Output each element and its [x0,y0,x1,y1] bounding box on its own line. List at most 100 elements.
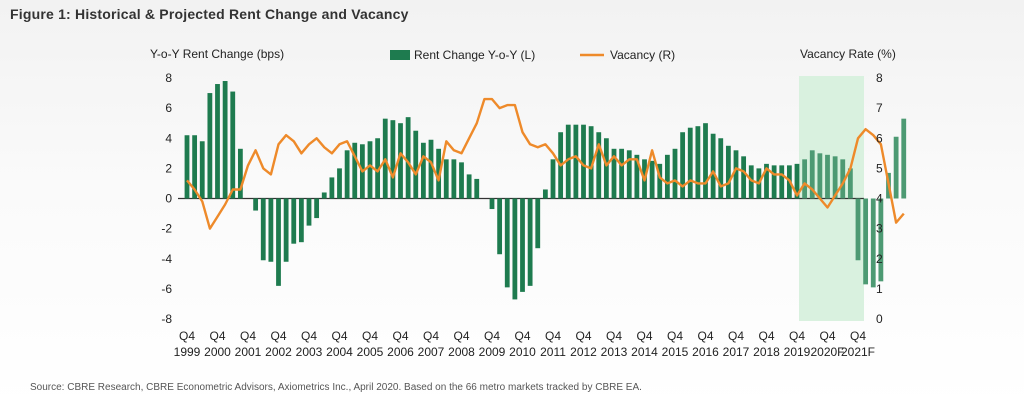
x-tick-year: 2006 [387,345,414,359]
rent-change-bar [596,132,602,199]
rent-change-bar [436,148,442,199]
rent-change-bar [863,198,869,285]
rent-change-bar [703,123,708,199]
rent-change-bar [314,198,320,219]
x-tick-year: 2007 [418,345,445,359]
rent-change-bar [565,124,571,199]
rent-change-bar [634,154,640,199]
right-tick-label: 8 [876,71,883,85]
rent-change-bar [298,198,304,243]
rent-change-bar [405,117,411,199]
x-tick-quarter: Q4 [667,329,683,343]
rent-change-bar [283,198,289,262]
rent-change-bar [626,150,632,199]
rent-change-bar [451,159,457,199]
rent-change-bar [512,198,518,300]
rent-change-bar [489,198,495,210]
rent-change-bar [413,130,419,199]
rent-change-bar [649,160,655,199]
rent-change-bar [230,91,236,199]
rent-change-bar [825,154,830,199]
right-tick-label: 2 [876,252,883,266]
x-tick-year: 2015 [662,345,689,359]
rent-change-bar [344,150,350,199]
rent-change-bar [337,168,342,199]
rent-change-bar [779,165,785,199]
x-tick-year: 2008 [448,345,475,359]
rent-change-bar [687,127,693,199]
source-note: Source: CBRE Research, CBRE Econometric … [30,382,642,393]
rent-change-bar [611,148,617,199]
rent-change-bar [291,198,297,244]
axes-group: 8 6 4 2 0 -2 -4 -6 -8 8 7 6 5 4 3 2 1 0 Q4 1999 Q4 2000 Q4 2001… [161,71,883,359]
x-tick-quarter: Q4 [301,329,317,343]
rent-change-bar [329,177,335,199]
x-tick-year: 2012 [570,345,597,359]
x-tick-year: 2019 [784,345,811,359]
rent-change-bar [764,163,769,199]
rent-change-bar [672,148,678,199]
rent-change-bar [260,198,266,261]
rent-change-bar [741,156,747,199]
rent-change-bar [443,159,449,199]
rent-change-bar [725,145,731,199]
rent-change-bar [276,198,281,286]
left-tick-label: -8 [161,312,172,326]
x-tick-year: 2003 [296,345,323,359]
right-tick-label: 0 [876,312,883,326]
rent-change-bar [657,163,663,199]
left-tick-label: -6 [161,282,172,296]
rent-change-bar [573,124,579,199]
rent-change-bar [420,142,426,199]
x-tick-year: 2000 [204,345,231,359]
rent-change-bar [748,165,754,199]
rent-change-bar [832,156,838,199]
rent-change-bar [878,198,884,282]
rent-change-bar [253,198,259,211]
rent-change-bar [893,136,899,199]
x-tick-year: 2001 [235,345,262,359]
rent-change-bar [603,138,609,199]
left-tick-label: 2 [165,161,172,175]
x-tick-year: 1999 [174,345,201,359]
x-tick-year: 2004 [326,345,353,359]
x-tick-quarter: Q4 [850,329,866,343]
right-tick-label: 4 [876,192,883,206]
x-tick-year: 2014 [631,345,658,359]
legend-bar-swatch [390,50,410,60]
rent-change-bar [466,174,472,199]
rent-change-bar [428,139,434,199]
right-tick-label: 1 [876,282,883,296]
vacancy-line [186,97,905,230]
rent-change-bar [695,126,701,199]
left-tick-label: -4 [161,252,172,266]
x-tick-quarter: Q4 [758,329,774,343]
left-tick-label: 0 [165,192,172,206]
x-tick-quarter: Q4 [270,329,286,343]
rent-change-bar [802,159,808,199]
rent-change-bar [199,141,205,199]
rent-change-bar [588,126,594,199]
left-tick-label: 6 [165,101,172,115]
x-tick-quarter: Q4 [362,329,378,343]
rent-change-bar [680,132,686,199]
rent-change-bar [237,148,243,199]
x-tick-quarter: Q4 [606,329,622,343]
rent-change-bar [268,198,274,262]
x-tick-year: 2013 [601,345,628,359]
x-tick-quarter: Q4 [392,329,408,343]
rent-change-bar [207,93,213,199]
x-tick-year: 2011 [540,345,566,359]
legend-bar-label: Rent Change Y-o-Y (L) [414,48,535,62]
x-tick-year: 2005 [357,345,384,359]
rent-change-bar [527,198,533,286]
figure-title: Figure 1: Historical & Projected Rent Ch… [10,6,409,22]
rent-change-bar [847,168,853,199]
rent-change-bar [619,148,625,199]
rent-change-bar [718,138,724,199]
vacancy-line-group [186,97,905,230]
x-tick-quarter: Q4 [575,329,591,343]
right-tick-label: 7 [876,101,883,115]
x-tick-year: 2002 [265,345,292,359]
x-tick-quarter: Q4 [514,329,530,343]
